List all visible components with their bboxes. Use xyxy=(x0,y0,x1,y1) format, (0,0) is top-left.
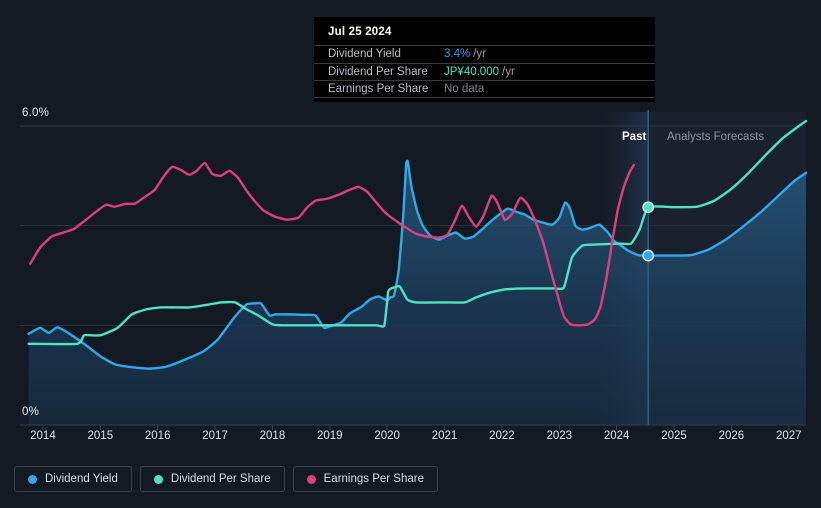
x-axis-tick-2023: 2023 xyxy=(546,430,573,442)
x-axis-labels: 2014 2015 2016 2017 2018 2019 2020 2021 2022 2023… xyxy=(0,430,821,450)
chart-canvas xyxy=(20,110,808,430)
tooltip-row-value: JP¥40.000 xyxy=(444,65,499,78)
y-axis-label-top: 6.0% xyxy=(22,107,50,119)
x-axis-tick-2025: 2025 xyxy=(661,430,687,442)
chart-legend: Dividend Yield Dividend Per Share Earnings… xyxy=(14,466,438,492)
x-axis-tick-2024: 2024 xyxy=(603,430,630,442)
chart-plot-area xyxy=(20,110,808,430)
legend-item-earnings-per-share[interactable]: Earnings Per Share xyxy=(292,466,438,492)
x-axis-tick-2019: 2019 xyxy=(317,430,343,442)
x-axis-tick-2015: 2015 xyxy=(87,430,114,442)
x-axis-tick-2014: 2014 xyxy=(30,430,56,442)
legend-item-dividend-yield[interactable]: Dividend Yield xyxy=(14,466,132,492)
y-axis-label-bottom: 0% xyxy=(22,406,40,418)
tooltip-row-key: Dividend Per Share xyxy=(328,65,428,78)
analysts-forecasts-label: Analysts Forecasts xyxy=(667,131,765,143)
x-axis-tick-2017: 2017 xyxy=(202,430,228,442)
axis-tick-marks xyxy=(20,424,806,430)
series-endpoint-markers xyxy=(642,201,655,262)
tooltip-row-key: Dividend Yield xyxy=(328,48,401,61)
tooltip-row: Dividend Yield 3.4%/yr xyxy=(314,45,655,63)
legend-item-dividend-per-share[interactable]: Dividend Per Share xyxy=(139,466,285,492)
x-axis-tick-2026: 2026 xyxy=(718,430,745,442)
tooltip-row-value: No data xyxy=(444,82,485,95)
legend-dot-icon xyxy=(306,474,316,484)
legend-item-label: Earnings Per Share xyxy=(323,473,424,485)
legend-item-label: Dividend Per Share xyxy=(170,473,271,485)
tooltip-row-unit: /yr xyxy=(473,48,486,61)
tooltip-row: Earnings Per Share No data xyxy=(314,80,655,98)
x-axis-tick-2027: 2027 xyxy=(775,430,802,442)
x-axis-tick-2018: 2018 xyxy=(259,430,286,442)
legend-item-label: Dividend Yield xyxy=(45,473,118,485)
tooltip-row: Dividend Per Share JP¥40.000/yr xyxy=(314,62,655,81)
tooltip-row-key: Earnings Per Share xyxy=(328,82,429,95)
legend-dot-icon xyxy=(153,474,163,484)
hover-tooltip: Jul 25 2024 Dividend Yield 3.4%/yr Dividen… xyxy=(314,17,655,102)
x-axis-tick-2021: 2021 xyxy=(431,430,458,442)
tooltip-rows: Dividend Yield 3.4%/yr Dividend Per Share J… xyxy=(314,45,655,98)
past-label: Past xyxy=(622,131,647,143)
tooltip-date: Jul 25 2024 xyxy=(328,26,392,38)
tooltip-row-unit: /yr xyxy=(502,65,515,78)
series-group xyxy=(27,119,808,426)
x-axis-tick-2020: 2020 xyxy=(374,430,400,442)
x-axis-tick-2016: 2016 xyxy=(144,430,171,442)
x-axis-tick-2022: 2022 xyxy=(489,430,515,442)
tooltip-row-value: 3.4% xyxy=(444,48,471,61)
legend-dot-icon xyxy=(28,474,37,484)
